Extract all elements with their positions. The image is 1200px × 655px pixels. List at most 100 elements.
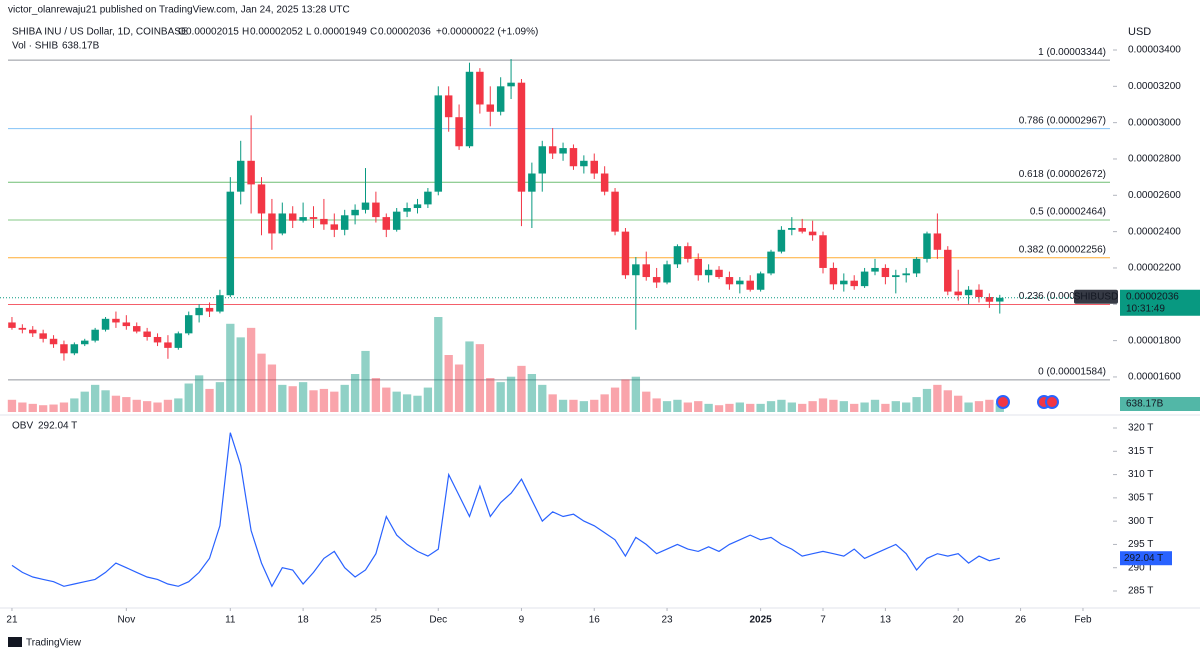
volume-bar — [954, 395, 963, 412]
volume-bar — [423, 387, 433, 412]
volume-bar — [215, 382, 225, 412]
change-label: +0.00000022 (+1.09%) — [436, 27, 538, 38]
fib-label: 0.236 (0.00001999) — [1019, 291, 1106, 302]
candle-body — [351, 209, 359, 216]
y-tick-label: 0.00001800 — [1128, 335, 1181, 346]
fib-label: 0.382 (0.00002256) — [1019, 244, 1106, 255]
fib-label: 0.786 (0.00002967) — [1019, 115, 1106, 126]
candle-body — [590, 160, 598, 174]
candle-body — [777, 229, 786, 252]
candle-body — [122, 322, 131, 327]
volume-bar — [340, 384, 349, 412]
candle-body — [216, 295, 224, 312]
published-line: victor_olanrewaju21 published on Trading… — [8, 5, 350, 16]
candle-body — [444, 95, 453, 118]
x-tick-label: 26 — [1015, 615, 1027, 626]
x-tick-label: 13 — [880, 615, 892, 626]
volume-bar — [642, 391, 651, 412]
fib-label: 0 (0.00001584) — [1038, 366, 1106, 377]
volume-bar — [777, 399, 786, 412]
price-badge — [1120, 289, 1200, 316]
candle-body — [673, 246, 682, 265]
volume-bar — [70, 398, 79, 412]
candle-body — [424, 191, 432, 205]
volume-bar — [683, 402, 692, 412]
candle-body — [320, 218, 328, 225]
volume-bar — [28, 403, 37, 412]
y-tick-label: 0.00001600 — [1128, 372, 1181, 383]
candle-body — [60, 344, 68, 354]
candle-body — [278, 213, 287, 234]
candle-body — [944, 249, 952, 292]
x-tick-label: 11 — [225, 615, 236, 626]
volume-bar — [922, 388, 932, 412]
logo-mark — [8, 637, 22, 647]
candle-body — [871, 267, 879, 272]
candle-body — [580, 160, 588, 167]
fib-label: 1 (0.00003344) — [1038, 47, 1106, 58]
tradingview-logo: TradingView — [8, 637, 82, 649]
countdown: 10:31:49 — [1126, 303, 1165, 314]
candle-body — [455, 117, 463, 147]
candle-body — [143, 331, 151, 337]
candle-body — [611, 191, 619, 232]
candle-body — [184, 315, 193, 334]
candle-body — [912, 258, 921, 274]
currency-label: USD — [1128, 26, 1151, 38]
x-tick-label: Feb — [1074, 615, 1092, 626]
x-tick-label: 9 — [519, 615, 525, 626]
obv-badge — [1120, 551, 1172, 566]
volume-bar — [49, 404, 58, 412]
obv-tick-label: 295 T — [1128, 539, 1153, 550]
volume-badge-text: 638.17B — [1126, 399, 1164, 410]
volume-bar — [829, 399, 838, 412]
candle-body — [507, 82, 515, 87]
ohlc-key: L — [306, 27, 312, 38]
candle-body — [39, 333, 47, 339]
x-tick-label: 16 — [589, 615, 601, 626]
volume-bar — [714, 405, 724, 412]
volume-bar — [579, 401, 589, 412]
candle-body — [132, 326, 141, 332]
candle-body — [91, 329, 99, 341]
volume-bar — [153, 402, 162, 412]
volume-bar — [933, 384, 942, 412]
y-tick-label: 0.00002600 — [1128, 190, 1181, 201]
candle-body — [496, 86, 505, 112]
candle-body — [902, 273, 910, 276]
candle-body — [164, 342, 172, 348]
candle-body — [195, 307, 203, 316]
volume-bar — [746, 403, 755, 412]
candle-body — [652, 277, 661, 283]
volume-bar — [486, 378, 495, 412]
volume-bar — [402, 394, 412, 412]
ticker-badge — [1074, 289, 1118, 304]
candle-body — [101, 318, 110, 330]
volume-bar — [569, 399, 578, 412]
ohlc-key: H — [242, 27, 249, 38]
volume-bar — [101, 390, 110, 412]
candle-body — [257, 184, 266, 214]
candle-body — [663, 264, 671, 283]
obv-name: OBV — [12, 421, 33, 432]
volume-bar — [870, 399, 880, 412]
volume-bar — [226, 323, 235, 412]
candle-body — [18, 327, 27, 330]
volume-bar — [371, 378, 381, 412]
candle-body — [621, 231, 630, 276]
candle-body — [808, 231, 817, 236]
candle-body — [205, 307, 214, 312]
candle-body — [340, 215, 349, 230]
volume-bar — [558, 399, 568, 412]
x-tick-label: 18 — [298, 615, 310, 626]
x-tick-label: 20 — [953, 615, 965, 626]
candle-body — [174, 333, 183, 348]
volume-bar — [236, 337, 245, 412]
y-tick-label: 0.00003200 — [1128, 81, 1181, 92]
candle-body — [788, 227, 796, 230]
volume-bar — [548, 394, 557, 412]
ohlc-value: 0.00001949 — [314, 27, 367, 38]
volume-bar — [943, 390, 952, 412]
volume-bar — [454, 364, 464, 412]
candle-body — [288, 213, 297, 221]
